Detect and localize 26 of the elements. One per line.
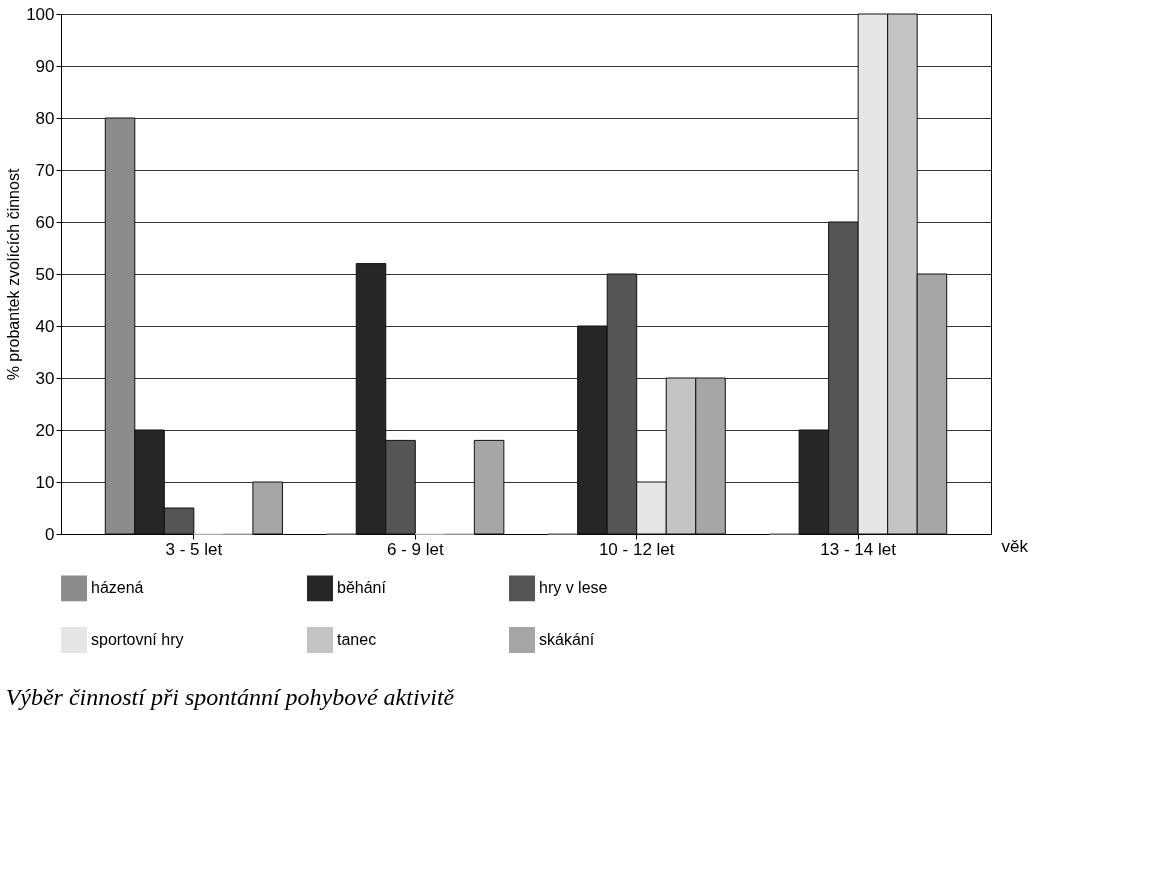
- y-tick-label: 20: [35, 420, 55, 440]
- x-tick-label: 13 - 14 let: [820, 539, 897, 559]
- legend-label: hry v lese: [539, 579, 608, 597]
- y-tick-label: 0: [45, 524, 55, 544]
- x-tick-label: 3 - 5 let: [165, 539, 223, 559]
- y-tick-label: 40: [35, 316, 55, 336]
- y-tick-label: 50: [35, 264, 55, 284]
- legend-label: sportovní hry: [91, 631, 184, 648]
- x-axis-title: věk: [1001, 536, 1029, 556]
- legend-label: běhání: [337, 579, 387, 597]
- legend-label: tanec: [337, 631, 377, 648]
- y-tick-label: 100: [26, 4, 55, 24]
- y-tick-label: 60: [35, 212, 55, 232]
- y-tick-label: 70: [35, 160, 55, 180]
- x-tick-label: 10 - 12 let: [598, 539, 675, 559]
- x-tick-label: 6 - 9 let: [386, 539, 444, 559]
- y-tick-label: 80: [35, 108, 55, 128]
- text: Výběr činností při spontánní pohybové aktivitě: [5, 684, 455, 710]
- legend-label: skákání: [539, 631, 595, 648]
- bar: [252, 481, 283, 535]
- y-tick-label: 90: [35, 56, 55, 76]
- y-tick-label: 30: [35, 368, 55, 388]
- legend-label: házená: [91, 579, 144, 597]
- y-axis-title: % probantek zvolících činnost: [5, 168, 23, 381]
- bar: [473, 439, 505, 535]
- y-tick-label: 10: [35, 472, 55, 492]
